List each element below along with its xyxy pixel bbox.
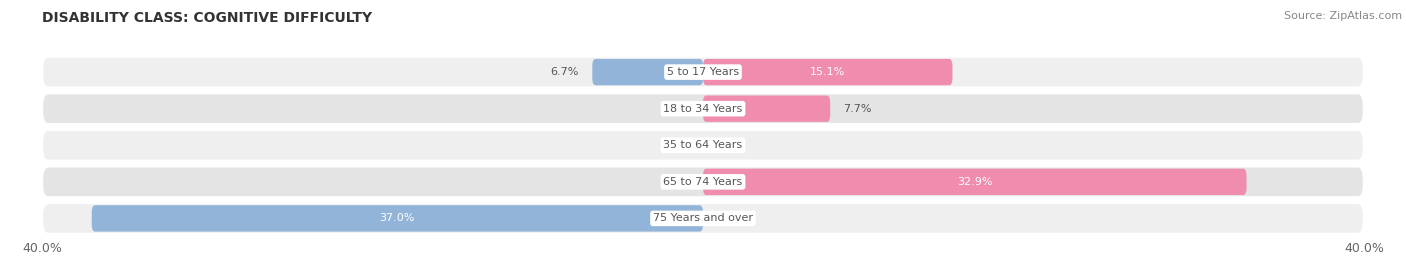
Text: 18 to 34 Years: 18 to 34 Years bbox=[664, 104, 742, 114]
Text: 0.0%: 0.0% bbox=[662, 104, 690, 114]
FancyBboxPatch shape bbox=[703, 169, 1247, 195]
FancyBboxPatch shape bbox=[703, 95, 830, 122]
Text: 0.0%: 0.0% bbox=[716, 213, 744, 224]
FancyBboxPatch shape bbox=[91, 205, 703, 232]
Text: 0.0%: 0.0% bbox=[662, 140, 690, 150]
Text: 7.7%: 7.7% bbox=[844, 104, 872, 114]
FancyBboxPatch shape bbox=[42, 130, 1364, 161]
Text: 0.0%: 0.0% bbox=[662, 177, 690, 187]
FancyBboxPatch shape bbox=[592, 59, 703, 85]
Text: 15.1%: 15.1% bbox=[810, 67, 845, 77]
Text: 75 Years and over: 75 Years and over bbox=[652, 213, 754, 224]
Text: 32.9%: 32.9% bbox=[957, 177, 993, 187]
Text: 6.7%: 6.7% bbox=[551, 67, 579, 77]
Text: 0.0%: 0.0% bbox=[716, 140, 744, 150]
Text: 35 to 64 Years: 35 to 64 Years bbox=[664, 140, 742, 150]
FancyBboxPatch shape bbox=[42, 203, 1364, 234]
Text: 65 to 74 Years: 65 to 74 Years bbox=[664, 177, 742, 187]
Text: 5 to 17 Years: 5 to 17 Years bbox=[666, 67, 740, 77]
Text: Source: ZipAtlas.com: Source: ZipAtlas.com bbox=[1284, 11, 1402, 21]
FancyBboxPatch shape bbox=[42, 57, 1364, 87]
FancyBboxPatch shape bbox=[703, 59, 952, 85]
Text: 37.0%: 37.0% bbox=[380, 213, 415, 224]
Text: DISABILITY CLASS: COGNITIVE DIFFICULTY: DISABILITY CLASS: COGNITIVE DIFFICULTY bbox=[42, 11, 373, 25]
FancyBboxPatch shape bbox=[42, 167, 1364, 197]
FancyBboxPatch shape bbox=[42, 93, 1364, 124]
